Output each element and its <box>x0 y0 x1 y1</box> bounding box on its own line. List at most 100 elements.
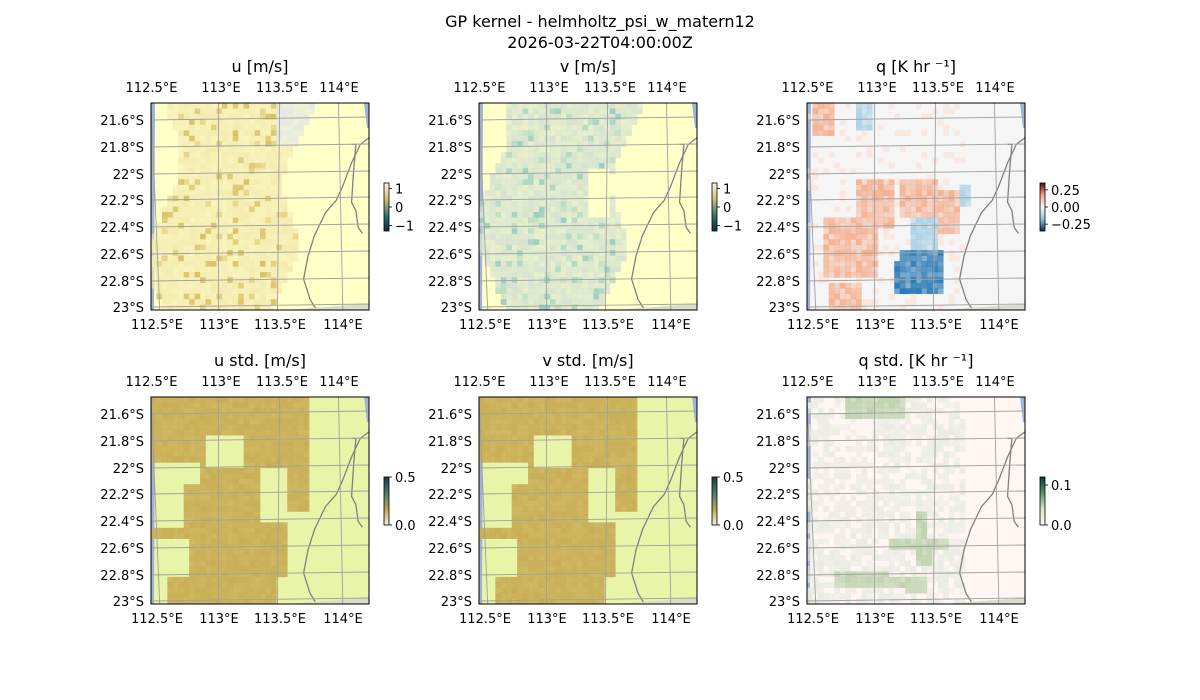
map-field-2 <box>479 103 697 310</box>
gridlines <box>479 397 697 604</box>
water-corner <box>692 103 697 128</box>
water-corner <box>364 397 369 422</box>
y-tick-label: 23°S <box>441 301 472 316</box>
gridlines <box>807 103 1025 310</box>
y-tick-label: 22.6°S <box>428 542 472 557</box>
map-field-1 <box>151 103 369 310</box>
x-tick-label-bottom: 112.5°E <box>131 318 183 333</box>
y-tick-label: 22.6°S <box>428 248 472 263</box>
gridlines <box>151 397 369 604</box>
colorbar-tick-label: 1 <box>723 183 731 198</box>
x-tick-label-top: 114°E <box>647 81 687 96</box>
x-tick-label-bottom: 114°E <box>651 612 691 627</box>
axes-frame <box>806 102 1026 311</box>
x-tick-label-bottom: 114°E <box>979 318 1019 333</box>
y-tick-label: 22.8°S <box>756 275 800 290</box>
x-tick-label-bottom: 113°E <box>199 318 239 333</box>
y-tick-label: 22.2°S <box>756 488 800 503</box>
x-tick-label-top: 113°E <box>201 375 241 390</box>
y-tick-label: 22.4°S <box>756 515 800 530</box>
x-tick-label-bottom: 113°E <box>855 318 895 333</box>
y-tick-label: 22.4°S <box>100 221 144 236</box>
y-tick-label: 22°S <box>113 462 144 477</box>
figure-title: GP kernel - helmholtz_psi_w_matern12 <box>445 12 755 31</box>
y-tick-label: 22°S <box>769 462 800 477</box>
x-tick-label-top: 113°E <box>529 81 569 96</box>
x-tick-label-top: 112.5°E <box>454 81 506 96</box>
x-tick-label-bottom: 114°E <box>323 612 363 627</box>
water-corner <box>1020 103 1025 128</box>
y-tick-label: 22.4°S <box>756 221 800 236</box>
colorbar-2: 1 0 −1 <box>711 183 742 234</box>
gridlines <box>479 103 697 310</box>
colorbar-tick-label: 0.0 <box>395 519 416 534</box>
land-edge <box>614 303 697 310</box>
y-tick-label: 22.4°S <box>428 515 472 530</box>
land-edge <box>286 597 369 604</box>
y-tick-label: 22.4°S <box>428 221 472 236</box>
y-tick-label: 23°S <box>769 595 800 610</box>
y-tick-label: 21.6°S <box>756 408 800 423</box>
axes-frame <box>150 396 370 605</box>
x-tick-label-bottom: 113°E <box>527 318 567 333</box>
subplot-1: u [m/s]112.5°E112.5°E113°E113°E113.5°E11… <box>100 57 414 333</box>
y-tick-label: 22.2°S <box>100 488 144 503</box>
y-tick-label: 22.6°S <box>100 248 144 263</box>
subplot-title-3: q [K hr ⁻¹] <box>876 57 956 76</box>
colorbar-tick-label: 0.0 <box>723 519 744 534</box>
subplot-title-5: v std. [m/s] <box>542 351 633 370</box>
x-tick-label-bottom: 113°E <box>199 612 239 627</box>
x-tick-label-top: 112.5°E <box>126 375 178 390</box>
subplot-5: v std. [m/s] 112.5°E 112.5°E 113°E 113°E 113.… <box>428 351 743 627</box>
y-tick-label: 21.6°S <box>100 408 144 423</box>
y-tick-label: 22°S <box>441 168 472 183</box>
colorbar-tick-label: −1 <box>723 219 742 234</box>
y-tick-label: 22.8°S <box>428 569 472 584</box>
colorbar-tick-label: 0.5 <box>395 471 416 486</box>
land-edge <box>942 303 1025 310</box>
x-tick-label-bottom: 112.5°E <box>131 612 183 627</box>
colorbar-tick-label: 0 <box>395 201 403 216</box>
y-tick-label: 21.8°S <box>100 141 144 156</box>
y-tick-label: 21.8°S <box>428 141 472 156</box>
subplot-title-1: u [m/s] <box>231 57 288 76</box>
colorbar-tick-label: −1 <box>395 219 414 234</box>
land-edge <box>942 597 1025 604</box>
x-tick-label-top: 113.5°E <box>912 375 964 390</box>
y-tick-label: 21.8°S <box>100 435 144 450</box>
x-tick-label-bottom: 113.5°E <box>582 318 634 333</box>
water-corner <box>364 103 369 128</box>
y-tick-label: 22.8°S <box>100 569 144 584</box>
gridlines <box>151 103 369 310</box>
colorbar-4: 0.5 0.0 <box>383 471 416 534</box>
y-tick-label: 23°S <box>769 301 800 316</box>
x-tick-label-top: 113.5°E <box>256 375 308 390</box>
x-tick-label-top: 112.5°E <box>782 81 834 96</box>
y-tick-label: 22.2°S <box>756 194 800 209</box>
x-tick-label-bottom: 114°E <box>651 318 691 333</box>
colorbar-tick-label: 0 <box>723 201 731 216</box>
colorbar-3: 0.25 0.00 −0.25 <box>1039 182 1091 233</box>
water-strip <box>807 103 811 310</box>
map-field-4 <box>151 397 369 604</box>
colorbar-tick-label: −0.25 <box>1051 218 1091 233</box>
x-tick-label-bottom: 113°E <box>855 612 895 627</box>
x-tick-label-top: 112.5°E <box>126 81 178 96</box>
x-tick-label-top: 113°E <box>857 375 897 390</box>
subplot-title-6: q std. [K hr ⁻¹] <box>859 351 974 370</box>
x-tick-label-top: 114°E <box>319 81 359 96</box>
x-tick-label-bottom: 114°E <box>323 318 363 333</box>
y-tick-label: 23°S <box>441 595 472 610</box>
y-tick-label: 21.6°S <box>428 114 472 129</box>
axes-frame <box>806 396 1026 605</box>
y-tick-label: 22°S <box>113 168 144 183</box>
x-tick-label-top: 113.5°E <box>912 81 964 96</box>
x-tick-label-bottom: 113.5°E <box>910 318 962 333</box>
gridlines <box>807 397 1025 604</box>
subplot-2: v [m/s]112.5°E112.5°E113°E113°E113.5°E11… <box>428 57 742 333</box>
land-edge <box>614 597 697 604</box>
y-tick-label: 21.8°S <box>756 141 800 156</box>
y-tick-label: 22.6°S <box>756 542 800 557</box>
x-tick-label-top: 113°E <box>857 81 897 96</box>
y-tick-label: 22.6°S <box>756 248 800 263</box>
